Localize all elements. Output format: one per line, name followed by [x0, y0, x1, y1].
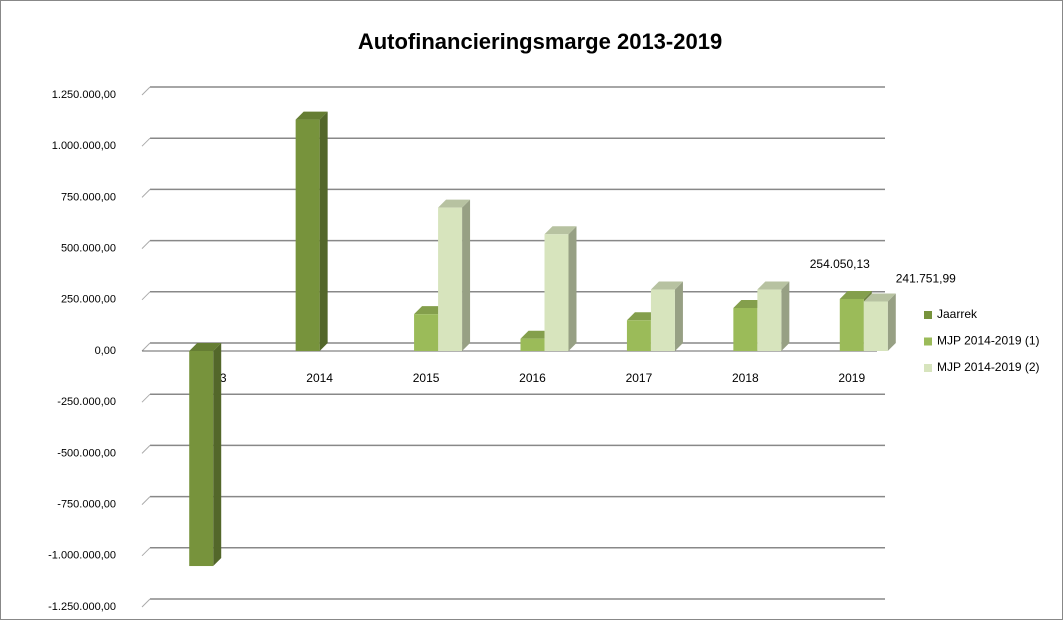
bar-side [462, 199, 471, 351]
grid-floor [141, 86, 151, 96]
bar-front [863, 301, 888, 351]
grid-floor [141, 137, 151, 147]
grid-floor [141, 496, 151, 505]
bar-side [781, 281, 790, 351]
bar-front [189, 351, 214, 567]
bar [757, 281, 790, 351]
y-tick-label: 250.000,00 [61, 294, 116, 306]
bar-front [626, 320, 651, 351]
grid-floor [141, 445, 151, 454]
bar-side [568, 226, 577, 351]
bar-top [544, 226, 577, 235]
legend-swatch [924, 364, 932, 372]
y-tick-label: 1.250.000,00 [52, 89, 116, 101]
bar-front [295, 119, 320, 352]
bar-top [863, 293, 896, 302]
y-tick-label: 1.000.000,00 [52, 140, 116, 152]
bar-front [839, 298, 864, 351]
legend-swatch [924, 337, 932, 346]
x-tick-label: 2016 [519, 371, 546, 385]
bar-side [674, 281, 683, 351]
bar [189, 343, 222, 567]
bar-top [438, 199, 471, 208]
y-tick-label: -1.000.000,00 [48, 550, 116, 562]
grid-floor [141, 342, 151, 352]
bar-front [757, 289, 782, 351]
data-label: 254.050,13 [810, 257, 870, 271]
bar [863, 293, 896, 351]
bar-top [757, 281, 790, 290]
y-tick-label: -500.000,00 [57, 447, 116, 459]
chart-title: Autofinancieringsmarge 2013-2019 [358, 29, 722, 54]
bar-front [438, 207, 463, 351]
x-tick-label: 2019 [838, 371, 865, 385]
grid-floor [141, 240, 151, 249]
bar-front [544, 234, 569, 351]
grid-floor [141, 598, 151, 608]
bar-side [319, 111, 328, 352]
bar [544, 226, 577, 351]
bar-top [650, 281, 683, 290]
legend-swatch [924, 311, 932, 319]
y-tick-label: -750.000,00 [57, 499, 116, 511]
x-tick-label: 2018 [732, 371, 759, 385]
grid-floor [141, 189, 151, 198]
bar-top [839, 290, 872, 299]
bar-front [414, 314, 439, 351]
bar [295, 111, 328, 352]
bar-top [189, 343, 222, 351]
y-tick-label: -250.000,00 [57, 396, 116, 408]
grid-floor [141, 547, 151, 557]
x-tick-label: 2015 [413, 371, 440, 385]
legend-label: MJP 2014-2019 (1) [937, 334, 1040, 348]
legend-label: Jaarrek [937, 307, 978, 321]
y-tick-label: 0,00 [95, 345, 116, 357]
y-tick-label: 500.000,00 [61, 243, 116, 255]
x-tick-label: 2014 [306, 371, 333, 385]
bar [438, 199, 471, 351]
y-tick-label: -1.250.000,00 [48, 601, 116, 613]
data-label: 241.751,99 [896, 272, 956, 286]
bar [650, 281, 683, 351]
bar-front [520, 338, 545, 351]
bar-front [733, 307, 758, 351]
grid-floor [141, 393, 151, 403]
bar-top [295, 111, 328, 120]
bar-front [650, 289, 675, 351]
bar-side [213, 343, 222, 567]
x-tick-label: 2017 [626, 371, 653, 385]
legend-label: MJP 2014-2019 (2) [937, 360, 1040, 374]
grid-floor [141, 291, 151, 301]
y-tick-label: 750.000,00 [61, 191, 116, 203]
bar-side [887, 293, 896, 351]
